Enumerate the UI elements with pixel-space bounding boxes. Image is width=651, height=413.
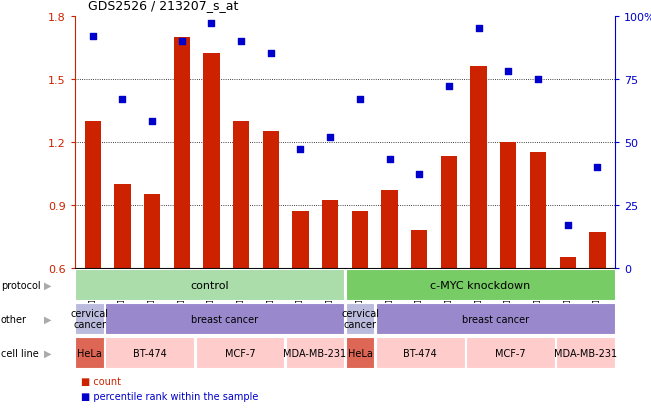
Bar	[174, 38, 190, 268]
Point	[325, 134, 335, 140]
Bar	[322, 201, 339, 268]
Point	[533, 76, 543, 83]
Bar	[559, 258, 576, 268]
Text: MDA-MB-231: MDA-MB-231	[553, 348, 616, 358]
Point	[147, 119, 158, 126]
Bar	[292, 211, 309, 268]
Bar	[500, 142, 516, 268]
Bar	[286, 337, 344, 368]
Text: cervical
cancer: cervical cancer	[71, 308, 109, 330]
Text: cell line: cell line	[1, 348, 38, 358]
Bar	[346, 269, 615, 301]
Point	[473, 26, 484, 32]
Bar	[144, 195, 160, 268]
Bar	[76, 337, 104, 368]
Text: c-MYC knockdown: c-MYC knockdown	[430, 280, 530, 290]
Text: ▶: ▶	[44, 348, 52, 358]
Bar	[203, 54, 219, 268]
Bar	[471, 67, 487, 268]
Text: breast cancer: breast cancer	[191, 314, 258, 324]
Text: MCF-7: MCF-7	[225, 348, 255, 358]
Bar	[262, 132, 279, 268]
Bar	[376, 303, 615, 335]
Text: BT-474: BT-474	[133, 348, 167, 358]
Text: cervical
cancer: cervical cancer	[341, 308, 379, 330]
Bar	[556, 337, 615, 368]
Text: BT-474: BT-474	[403, 348, 437, 358]
Text: ▶: ▶	[44, 280, 52, 290]
Bar	[530, 153, 546, 268]
Point	[296, 147, 306, 153]
Point	[592, 164, 603, 171]
Point	[562, 222, 573, 228]
Bar	[352, 211, 368, 268]
Text: HeLa: HeLa	[348, 348, 372, 358]
Bar	[233, 121, 249, 268]
Point	[117, 96, 128, 103]
Bar	[381, 190, 398, 268]
Text: ■ percentile rank within the sample: ■ percentile rank within the sample	[81, 391, 258, 401]
Bar	[589, 233, 605, 268]
Point	[206, 21, 217, 27]
Point	[176, 38, 187, 45]
Bar	[441, 157, 457, 268]
Text: MDA-MB-231: MDA-MB-231	[283, 348, 346, 358]
Bar	[195, 337, 284, 368]
Text: breast cancer: breast cancer	[462, 314, 529, 324]
Point	[414, 172, 424, 178]
Text: GDS2526 / 213207_s_at: GDS2526 / 213207_s_at	[88, 0, 238, 12]
Text: HeLa: HeLa	[77, 348, 102, 358]
Point	[384, 157, 395, 163]
Bar	[105, 303, 344, 335]
Point	[236, 38, 246, 45]
Bar	[76, 269, 344, 301]
Text: ■ count: ■ count	[81, 376, 121, 386]
Point	[87, 33, 98, 40]
Point	[266, 51, 276, 57]
Point	[503, 69, 514, 75]
Text: control: control	[191, 280, 229, 290]
Bar	[376, 337, 465, 368]
Bar	[411, 230, 428, 268]
Bar	[114, 184, 131, 268]
Bar	[105, 337, 195, 368]
Point	[355, 96, 365, 103]
Text: protocol: protocol	[1, 280, 40, 290]
Bar	[346, 303, 374, 335]
Bar	[465, 337, 555, 368]
Bar	[346, 337, 374, 368]
Point	[444, 84, 454, 90]
Text: ▶: ▶	[44, 314, 52, 324]
Bar	[76, 303, 104, 335]
Text: MCF-7: MCF-7	[495, 348, 525, 358]
Bar	[85, 121, 101, 268]
Text: other: other	[1, 314, 27, 324]
